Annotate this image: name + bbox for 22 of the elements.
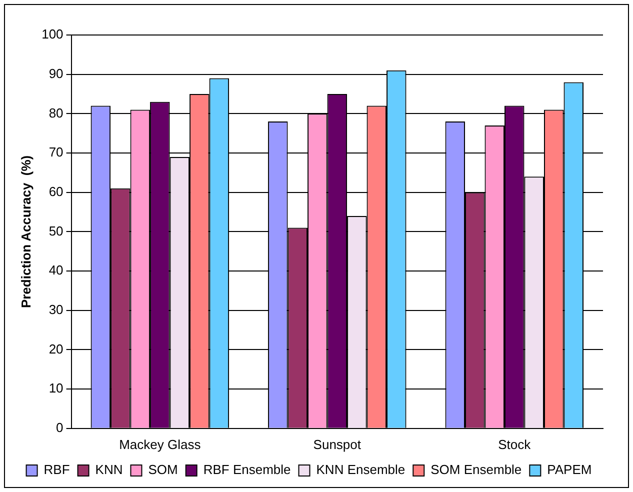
y-tick-label: 100	[42, 26, 64, 42]
y-tick-label: 40	[48, 262, 64, 278]
y-tick-label: 60	[48, 184, 64, 199]
y-tick-label: 20	[48, 341, 64, 356]
x-tick-label: Sunspot	[313, 436, 362, 452]
y-tick-label: 90	[48, 66, 64, 81]
y-tick-label: 30	[48, 302, 64, 317]
y-tick-label: 0	[56, 420, 64, 435]
legend-label: RBF Ensemble	[203, 462, 291, 478]
y-tick-label: 10	[48, 380, 64, 396]
legend-label: PAPEM	[547, 462, 592, 478]
y-tick-label: 50	[48, 223, 64, 238]
y-axis-title: Prediction Accuracy (%)	[18, 155, 34, 308]
x-tick-label: Stock	[498, 436, 532, 452]
y-tick-label: 70	[48, 144, 64, 160]
legend-label: KNN Ensemble	[316, 462, 406, 478]
y-tick-label: 80	[48, 105, 64, 120]
legend-label: KNN	[95, 462, 123, 478]
legend-label: SOM	[148, 462, 178, 478]
legend-label: RBF	[44, 462, 70, 478]
legend-label: SOM Ensemble	[430, 462, 522, 478]
x-tick-label: Mackey Glass	[119, 436, 202, 452]
